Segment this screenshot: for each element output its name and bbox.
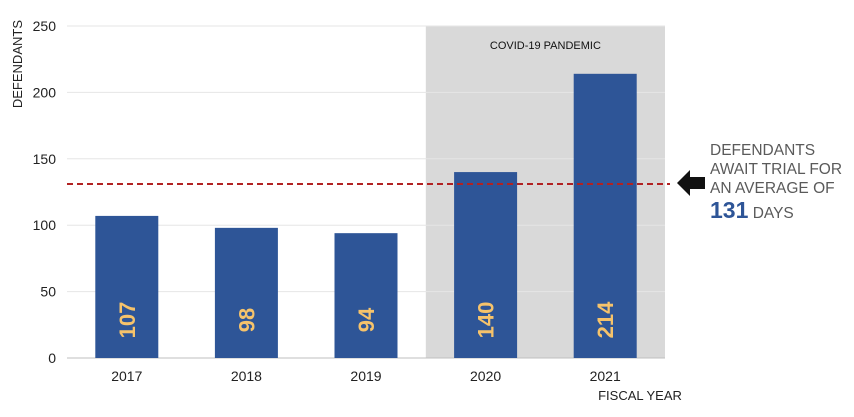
average-callout: DEFENDANTS AWAIT TRIAL FOR AN AVERAGE OF… <box>710 141 854 223</box>
bar-2019 <box>334 233 398 358</box>
bar-value-label: 94 <box>354 307 379 332</box>
callout-line-3: AN AVERAGE OF <box>710 180 835 197</box>
x-tick-label: 2020 <box>470 368 501 384</box>
bar-2017 <box>95 215 159 358</box>
x-axis-ticks: 2017 2018 2019 2020 2021 <box>111 368 621 384</box>
bar-value-labels: 107 98 94 140 214 <box>115 301 618 338</box>
callout-line-1: DEFENDANTS <box>710 142 816 159</box>
y-tick-label: 50 <box>40 284 56 300</box>
covid-pandemic-label: COVID-19 PANDEMIC <box>490 40 601 52</box>
bar-2018 <box>214 227 278 358</box>
y-tick-label: 0 <box>48 350 56 366</box>
bar-value-label: 98 <box>234 308 259 332</box>
y-tick-label: 150 <box>33 151 57 167</box>
left-arrow-icon <box>677 170 705 196</box>
x-tick-label: 2019 <box>350 368 381 384</box>
bar-value-label: 140 <box>474 302 499 339</box>
bar-2021 <box>573 73 637 359</box>
bars <box>95 73 637 359</box>
x-tick-label: 2017 <box>111 368 142 384</box>
bar-2020 <box>454 172 518 358</box>
x-tick-label: 2021 <box>590 368 621 384</box>
x-axis-title: FISCAL YEAR <box>598 388 682 403</box>
callout-average-value: 131 <box>710 197 749 223</box>
y-tick-label: 200 <box>33 84 57 100</box>
x-tick-label: 2018 <box>231 368 262 384</box>
y-tick-label: 100 <box>33 217 57 233</box>
bar-value-label: 214 <box>593 301 618 338</box>
callout-unit: DAYS <box>752 205 794 222</box>
callout-line-2: AWAIT TRIAL FOR <box>710 161 843 178</box>
bar-value-label: 107 <box>115 302 140 339</box>
y-tick-label: 250 <box>33 18 57 34</box>
y-axis-ticks: 0 50 100 150 200 250 <box>33 18 57 366</box>
y-axis-title: DEFENDANTS <box>10 20 25 108</box>
